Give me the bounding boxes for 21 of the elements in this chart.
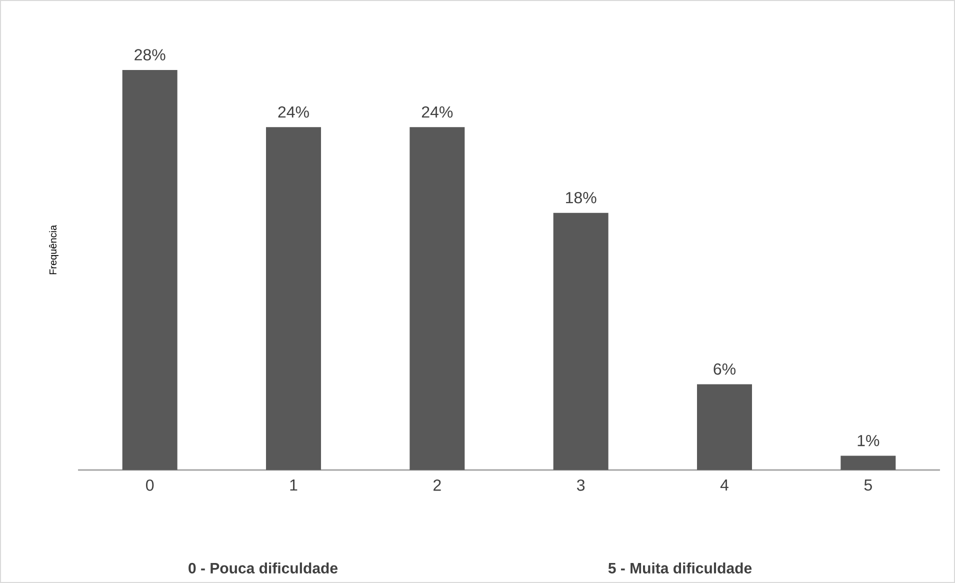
x-tick-label: 2: [434, 480, 441, 491]
bar: [122, 70, 178, 470]
bar: [840, 456, 896, 470]
x-tick-label: 4: [720, 480, 728, 491]
data-label: 1%: [858, 434, 880, 446]
bar: [697, 384, 752, 470]
data-label: 18%: [566, 192, 596, 204]
bar: [266, 127, 322, 470]
data-label: 24%: [278, 106, 309, 118]
bar: [553, 212, 608, 470]
data-label: 28%: [134, 49, 166, 60]
text: 0 - Pouca dificuldade: [188, 562, 338, 574]
x-tick-label: 5: [864, 480, 872, 491]
data-label: 24%: [422, 106, 453, 118]
text: 5 - Muita dificuldade: [608, 562, 752, 574]
data-label: 6%: [714, 363, 736, 375]
x-tick-label: 0: [146, 480, 154, 491]
x-tick-label: 1: [290, 480, 298, 491]
x-tick-label: 3: [577, 480, 585, 491]
bar: [410, 127, 465, 470]
y-axis-title: Frequência: [49, 224, 58, 274]
